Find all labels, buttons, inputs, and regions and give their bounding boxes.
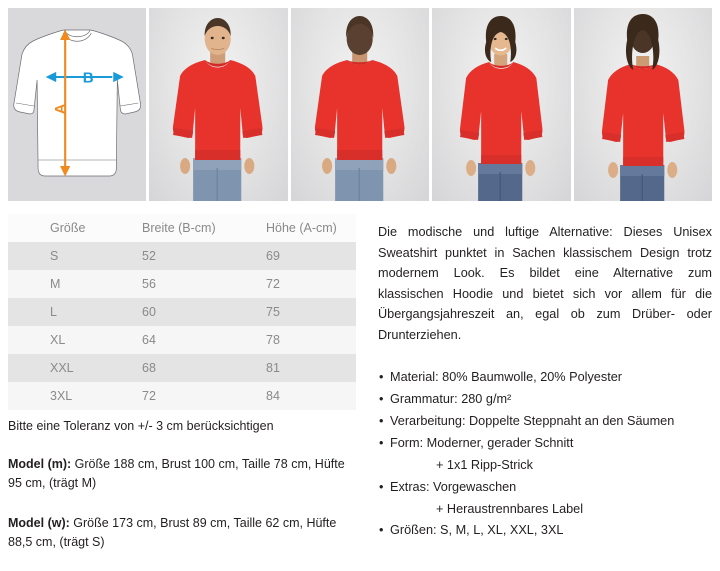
cell-height: 81 — [266, 361, 280, 375]
cell-width: 56 — [142, 277, 156, 291]
spec-item-sizes: Größen: S, M, L, XL, XXL, 3XL — [378, 520, 712, 542]
photo-model-male-front — [173, 18, 263, 201]
photo-model-female-back — [601, 14, 685, 201]
size-table-body: S 52 69 M 56 72 L 60 75 XL 64 78 — [8, 242, 356, 410]
product-description: Die modische und luftige Alternative: Di… — [378, 225, 712, 342]
cell-size: S — [50, 249, 59, 263]
table-row: L 60 75 — [8, 298, 356, 326]
spec-subitem-tear-away-label: + Heraustrennbares Label — [436, 501, 584, 516]
cell-width: 72 — [142, 389, 156, 403]
model-male-label: Model (m): — [8, 456, 72, 471]
model-male-values: Größe 188 cm, Brust 100 cm, Taille 78 cm… — [8, 456, 345, 491]
cell-height: 84 — [266, 389, 280, 403]
spec-subitem-rib-knit: + 1x1 Ripp-Strick — [436, 457, 533, 472]
diagram-label-B: B — [83, 70, 94, 87]
cell-width: 60 — [142, 305, 156, 319]
product-specification-list: Material: 80% Baumwolle, 20% Polyester G… — [378, 367, 712, 542]
size-information-column: Größe Breite (B-cm) Höhe (A-cm) S 52 69 … — [8, 214, 356, 552]
model-female-values: Größe 173 cm, Brust 89 cm, Taille 62 cm,… — [8, 515, 337, 549]
column-header-height: Höhe (A-cm) — [266, 221, 337, 235]
sweatshirt-measurement-diagram: B A — [13, 29, 141, 177]
spec-item-material: Material: 80% Baumwolle, 20% Polyester — [378, 367, 712, 389]
table-row: XL 64 78 — [8, 326, 356, 354]
cell-height: 72 — [266, 277, 280, 291]
model-male-measurements: Model (m): Größe 188 cm, Brust 100 cm, T… — [8, 455, 356, 494]
size-table-head: Größe Breite (B-cm) Höhe (A-cm) — [8, 214, 356, 242]
spec-item-processing: Verarbeitung: Doppelte Steppnaht an den … — [378, 411, 712, 433]
table-row: M 56 72 — [8, 270, 356, 298]
cell-size: 3XL — [50, 389, 73, 403]
cell-size: XXL — [50, 361, 74, 375]
model-female-label: Model (w): — [8, 515, 70, 530]
spec-item-extras: Extras: Vorgewaschen — [378, 477, 712, 499]
photo-model-female-front — [460, 16, 543, 201]
table-row: XXL 68 81 — [8, 354, 356, 382]
gallery-panel-size-diagram[interactable]: B A — [8, 8, 147, 201]
cell-size: XL — [50, 333, 66, 347]
product-gallery: B A — [8, 8, 713, 201]
cell-height: 69 — [266, 249, 280, 263]
gallery-panel-model-male-front[interactable] — [149, 8, 288, 201]
table-header-row: Größe Breite (B-cm) Höhe (A-cm) — [8, 214, 356, 242]
gallery-panel-model-female-back[interactable] — [573, 8, 713, 201]
cell-width: 68 — [142, 361, 156, 375]
photo-model-male-back — [314, 16, 405, 201]
cell-height: 75 — [266, 305, 280, 319]
model-female-measurements: Model (w): Größe 173 cm, Brust 89 cm, Ta… — [8, 514, 356, 553]
table-row: S 52 69 — [8, 242, 356, 270]
column-header-width: Breite (B-cm) — [142, 221, 216, 235]
cell-height: 78 — [266, 333, 280, 347]
cell-size: L — [50, 305, 57, 319]
cell-size: M — [50, 277, 61, 291]
cell-width: 52 — [142, 249, 156, 263]
tolerance-note: Bitte eine Toleranz von +/- 3 cm berücks… — [8, 419, 274, 433]
table-row: 3XL 72 84 — [8, 382, 356, 410]
gallery-panel-model-female-front[interactable] — [432, 8, 571, 201]
spec-item-fit: Form: Moderner, gerader Schnitt — [378, 433, 712, 455]
spec-item-weight: Grammatur: 280 g/m² — [378, 389, 712, 411]
gallery-panel-model-male-back[interactable] — [290, 8, 430, 201]
column-header-size: Größe — [50, 221, 86, 235]
product-description-column: Die modische und luftige Alternative: Di… — [378, 222, 712, 542]
size-table: Größe Breite (B-cm) Höhe (A-cm) S 52 69 … — [8, 214, 356, 410]
cell-width: 64 — [142, 333, 156, 347]
diagram-label-A: A — [52, 103, 69, 114]
